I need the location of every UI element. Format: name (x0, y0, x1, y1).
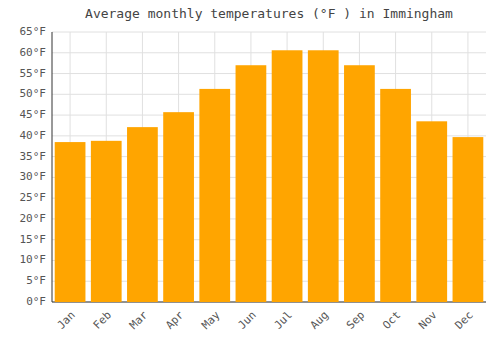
bar (416, 121, 447, 302)
y-grid-line (52, 52, 486, 53)
x-tick-label: Jun (235, 309, 258, 332)
chart: 0°F 5°F 10°F 15°F 20°F 25°F 30°F 35°F 40°F 45°F 50… (0, 0, 500, 350)
x-tick-label: Apr (163, 308, 187, 332)
bar (380, 89, 411, 302)
x-tick-label: Jul (272, 309, 295, 332)
x-tick-label: Mar (127, 308, 151, 332)
y-tick-label: 45°F (20, 108, 47, 121)
y-tick-label: 40°F (20, 129, 47, 142)
bar (199, 89, 230, 302)
y-tick-label: 55°F (20, 67, 47, 80)
y-tick-label: 35°F (20, 150, 47, 163)
x-tick-label: Jan (55, 309, 78, 332)
bar (272, 50, 303, 302)
title: Average monthly temperatures (°F ) in Im… (85, 6, 453, 21)
x-tick-label: Aug (308, 309, 331, 332)
bar (453, 137, 484, 302)
y-tick-label: 0°F (26, 295, 46, 308)
bar (344, 65, 375, 302)
x-tick-label: May (199, 308, 223, 332)
x-tick-label: Oct (380, 309, 403, 332)
y-tick-label: 30°F (20, 170, 47, 183)
bar (163, 112, 194, 302)
y-axis-line (52, 32, 53, 302)
bar (308, 50, 339, 302)
x-tick-label: Sep (344, 309, 367, 332)
y-tick-label: 20°F (20, 212, 47, 225)
y-tick-label: 15°F (20, 233, 47, 246)
bars (55, 50, 484, 302)
y-grid-line (52, 32, 486, 33)
grid (52, 32, 486, 302)
x-tick-label: Nov (416, 308, 440, 332)
y-grid-line (52, 94, 486, 95)
y-tick-label: 10°F (20, 253, 47, 266)
y-tick-label: 25°F (20, 191, 47, 204)
chart-container: 0°F 5°F 10°F 15°F 20°F 25°F 30°F 35°F 40°F 45°F 50… (0, 0, 500, 350)
x-tick-label: Feb (91, 309, 114, 332)
y-grid-line (52, 115, 486, 116)
y-grid-line (52, 73, 486, 74)
y-tick-label: 50°F (20, 87, 47, 100)
x-tick-label: Dec (452, 309, 475, 332)
bar (127, 127, 158, 302)
bar (236, 65, 267, 302)
y-tick-label: 65°F (20, 25, 47, 38)
axes: 0°F 5°F 10°F 15°F 20°F 25°F 30°F 35°F 40°F 45°F 50… (20, 25, 487, 332)
bar (55, 142, 86, 302)
y-tick-label: 5°F (26, 274, 46, 287)
y-tick-label: 60°F (20, 46, 47, 59)
bar (91, 141, 122, 302)
